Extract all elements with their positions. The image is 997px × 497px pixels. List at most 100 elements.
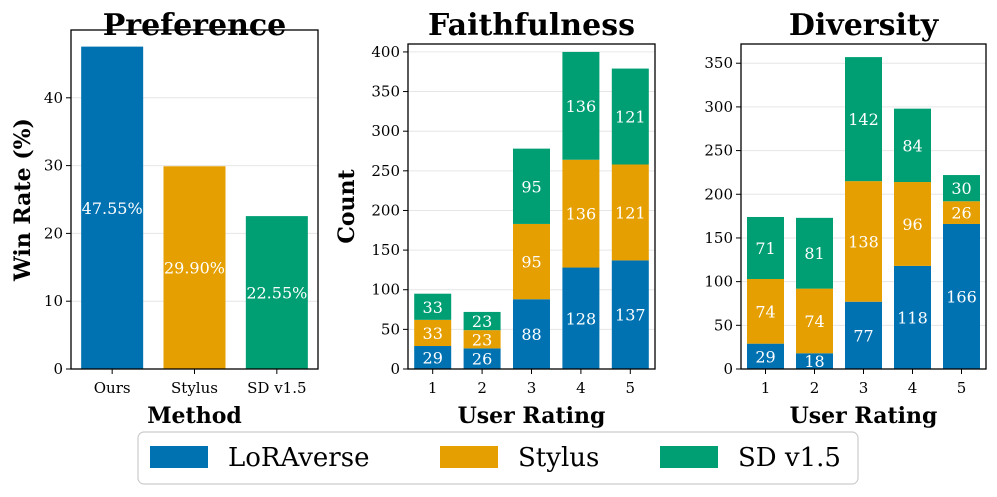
x-tick-label: 2 (477, 379, 487, 397)
bar-segment-stylus (943, 201, 980, 224)
bar-value-label: 128 (566, 309, 597, 328)
bar-value-label: 26 (472, 350, 492, 369)
y-axis-label: Win Rate (%) (10, 118, 36, 282)
bar-value-label: 74 (755, 302, 775, 321)
y-tick-label: 250 (371, 162, 400, 180)
bar-segment-stylus (513, 223, 550, 300)
y-tick-label: 350 (704, 54, 733, 72)
bar-segment-stylus (463, 330, 501, 349)
bar-segment-sd-v1-5 (414, 293, 452, 320)
bar-value-label: 96 (902, 215, 922, 234)
x-tick-label: Stylus (171, 379, 218, 397)
x-tick-label: 1 (761, 379, 771, 397)
bar-value-label: 33 (423, 324, 443, 343)
y-tick-label: 300 (704, 98, 733, 116)
legend-label: Stylus (518, 443, 599, 473)
y-tick-label: 250 (704, 142, 733, 160)
bar-segment-sd-v1-5 (894, 108, 931, 183)
bar-segment-sd-v1-5 (845, 57, 882, 182)
bar-segment-loraverse (845, 301, 882, 369)
bar-value-label: 81 (804, 244, 824, 263)
bar-segment-sd-v1-5 (513, 148, 550, 224)
bar-segment-stylus (796, 288, 833, 354)
bar-value-label: 29.90% (164, 259, 225, 278)
y-tick-label: 350 (371, 83, 400, 101)
y-tick-label: 0 (723, 360, 733, 378)
bar-segment-stylus (562, 159, 600, 268)
bar-value-label: 29 (755, 347, 775, 366)
bar-segment-loraverse (611, 260, 649, 369)
y-tick-label: 200 (704, 185, 733, 203)
x-axis-label: Method (147, 403, 242, 429)
bar-value-label: 18 (804, 352, 824, 371)
bar-value-label: 74 (804, 312, 824, 331)
x-tick-label: 5 (626, 379, 636, 397)
y-axis-label: Count (334, 168, 360, 243)
bar-segment-sd-v1-5 (463, 311, 501, 331)
y-tick-label: 400 (371, 43, 400, 61)
bar-value-label: 118 (897, 308, 928, 327)
legend-swatch-stylus (440, 446, 498, 468)
bar-value-label: 77 (853, 326, 873, 345)
y-tick-label: 30 (44, 157, 63, 175)
bar-segment-loraverse (513, 299, 550, 369)
y-tick-label: 0 (53, 360, 63, 378)
bar-value-label: 33 (423, 298, 443, 317)
bar-value-label: 95 (521, 253, 541, 272)
chart-panel-2: 29 74 71 18 74 81 77 138 1 4 2 118 96 84 166 26 300 5 0 100… (704, 8, 987, 429)
bar-segment-stylus (611, 164, 649, 261)
bar-segment-loraverse (463, 348, 501, 369)
bar-value-label: 88 (521, 325, 541, 344)
bar-value-label: 138 (848, 232, 879, 251)
bar-value-label: 71 (755, 239, 775, 258)
y-tick-label: 0 (390, 360, 400, 378)
y-tick-label: 200 (371, 201, 400, 219)
bar-segment-loraverse (943, 223, 980, 369)
x-tick-label: 4 (908, 379, 918, 397)
bar-value-label: 23 (472, 312, 492, 331)
bar-segment-sd-v1-5 (562, 51, 600, 160)
x-axis-label: User Rating (790, 403, 938, 429)
bar-value-label: 30 (951, 179, 971, 198)
bar-stylus (163, 166, 226, 369)
x-tick-label: 5 (957, 379, 967, 397)
bar-value-label: 84 (902, 136, 922, 155)
bar-segment-loraverse (414, 346, 452, 369)
bar-value-label: 137 (615, 306, 646, 325)
bar-ours (81, 46, 144, 370)
x-tick-label: 2 (810, 379, 820, 397)
x-tick-label: 4 (576, 379, 586, 397)
bar-segment-sd-v1-5 (747, 216, 784, 280)
y-tick-label: 100 (704, 273, 733, 291)
bar-value-label: 47.55% (82, 199, 143, 218)
bar-value-label: 121 (615, 203, 646, 222)
chart-title: Faithfulness (428, 8, 635, 43)
bar-segment-sd-v1-5 (796, 217, 833, 289)
y-tick-label: 150 (371, 241, 400, 259)
y-tick-label: 150 (704, 229, 733, 247)
bar-value-label: 26 (951, 204, 971, 223)
x-axis-label: User Rating (458, 403, 606, 429)
bar-segment-loraverse (894, 265, 931, 369)
x-tick-label: Ours (94, 379, 131, 397)
bar-segment-stylus (845, 181, 882, 302)
bar-segment-stylus (747, 279, 784, 344)
legend-swatch-loraverse (150, 446, 208, 468)
bar-value-label: 22.55% (246, 284, 307, 303)
y-tick-label: 40 (44, 89, 63, 107)
y-tick-label: 10 (44, 292, 63, 310)
bar-value-label: 166 (946, 287, 977, 306)
chart-title: Diversity (789, 8, 940, 43)
x-tick-label: 3 (527, 379, 537, 397)
bar-segment-sd-v1-5 (611, 68, 649, 165)
y-tick-label: 300 (371, 122, 400, 140)
x-tick-label: 1 (428, 379, 438, 397)
bar-segment-loraverse (562, 267, 600, 369)
bar-sd-v1-5 (245, 216, 308, 369)
bar-segment-sd-v1-5 (943, 175, 980, 202)
legend-label: LoRAverse (228, 443, 369, 473)
bar-value-label: 136 (566, 205, 597, 224)
bar-value-label: 136 (566, 97, 597, 116)
legend: LoRAverse Stylus SD v1.5 (137, 431, 859, 485)
